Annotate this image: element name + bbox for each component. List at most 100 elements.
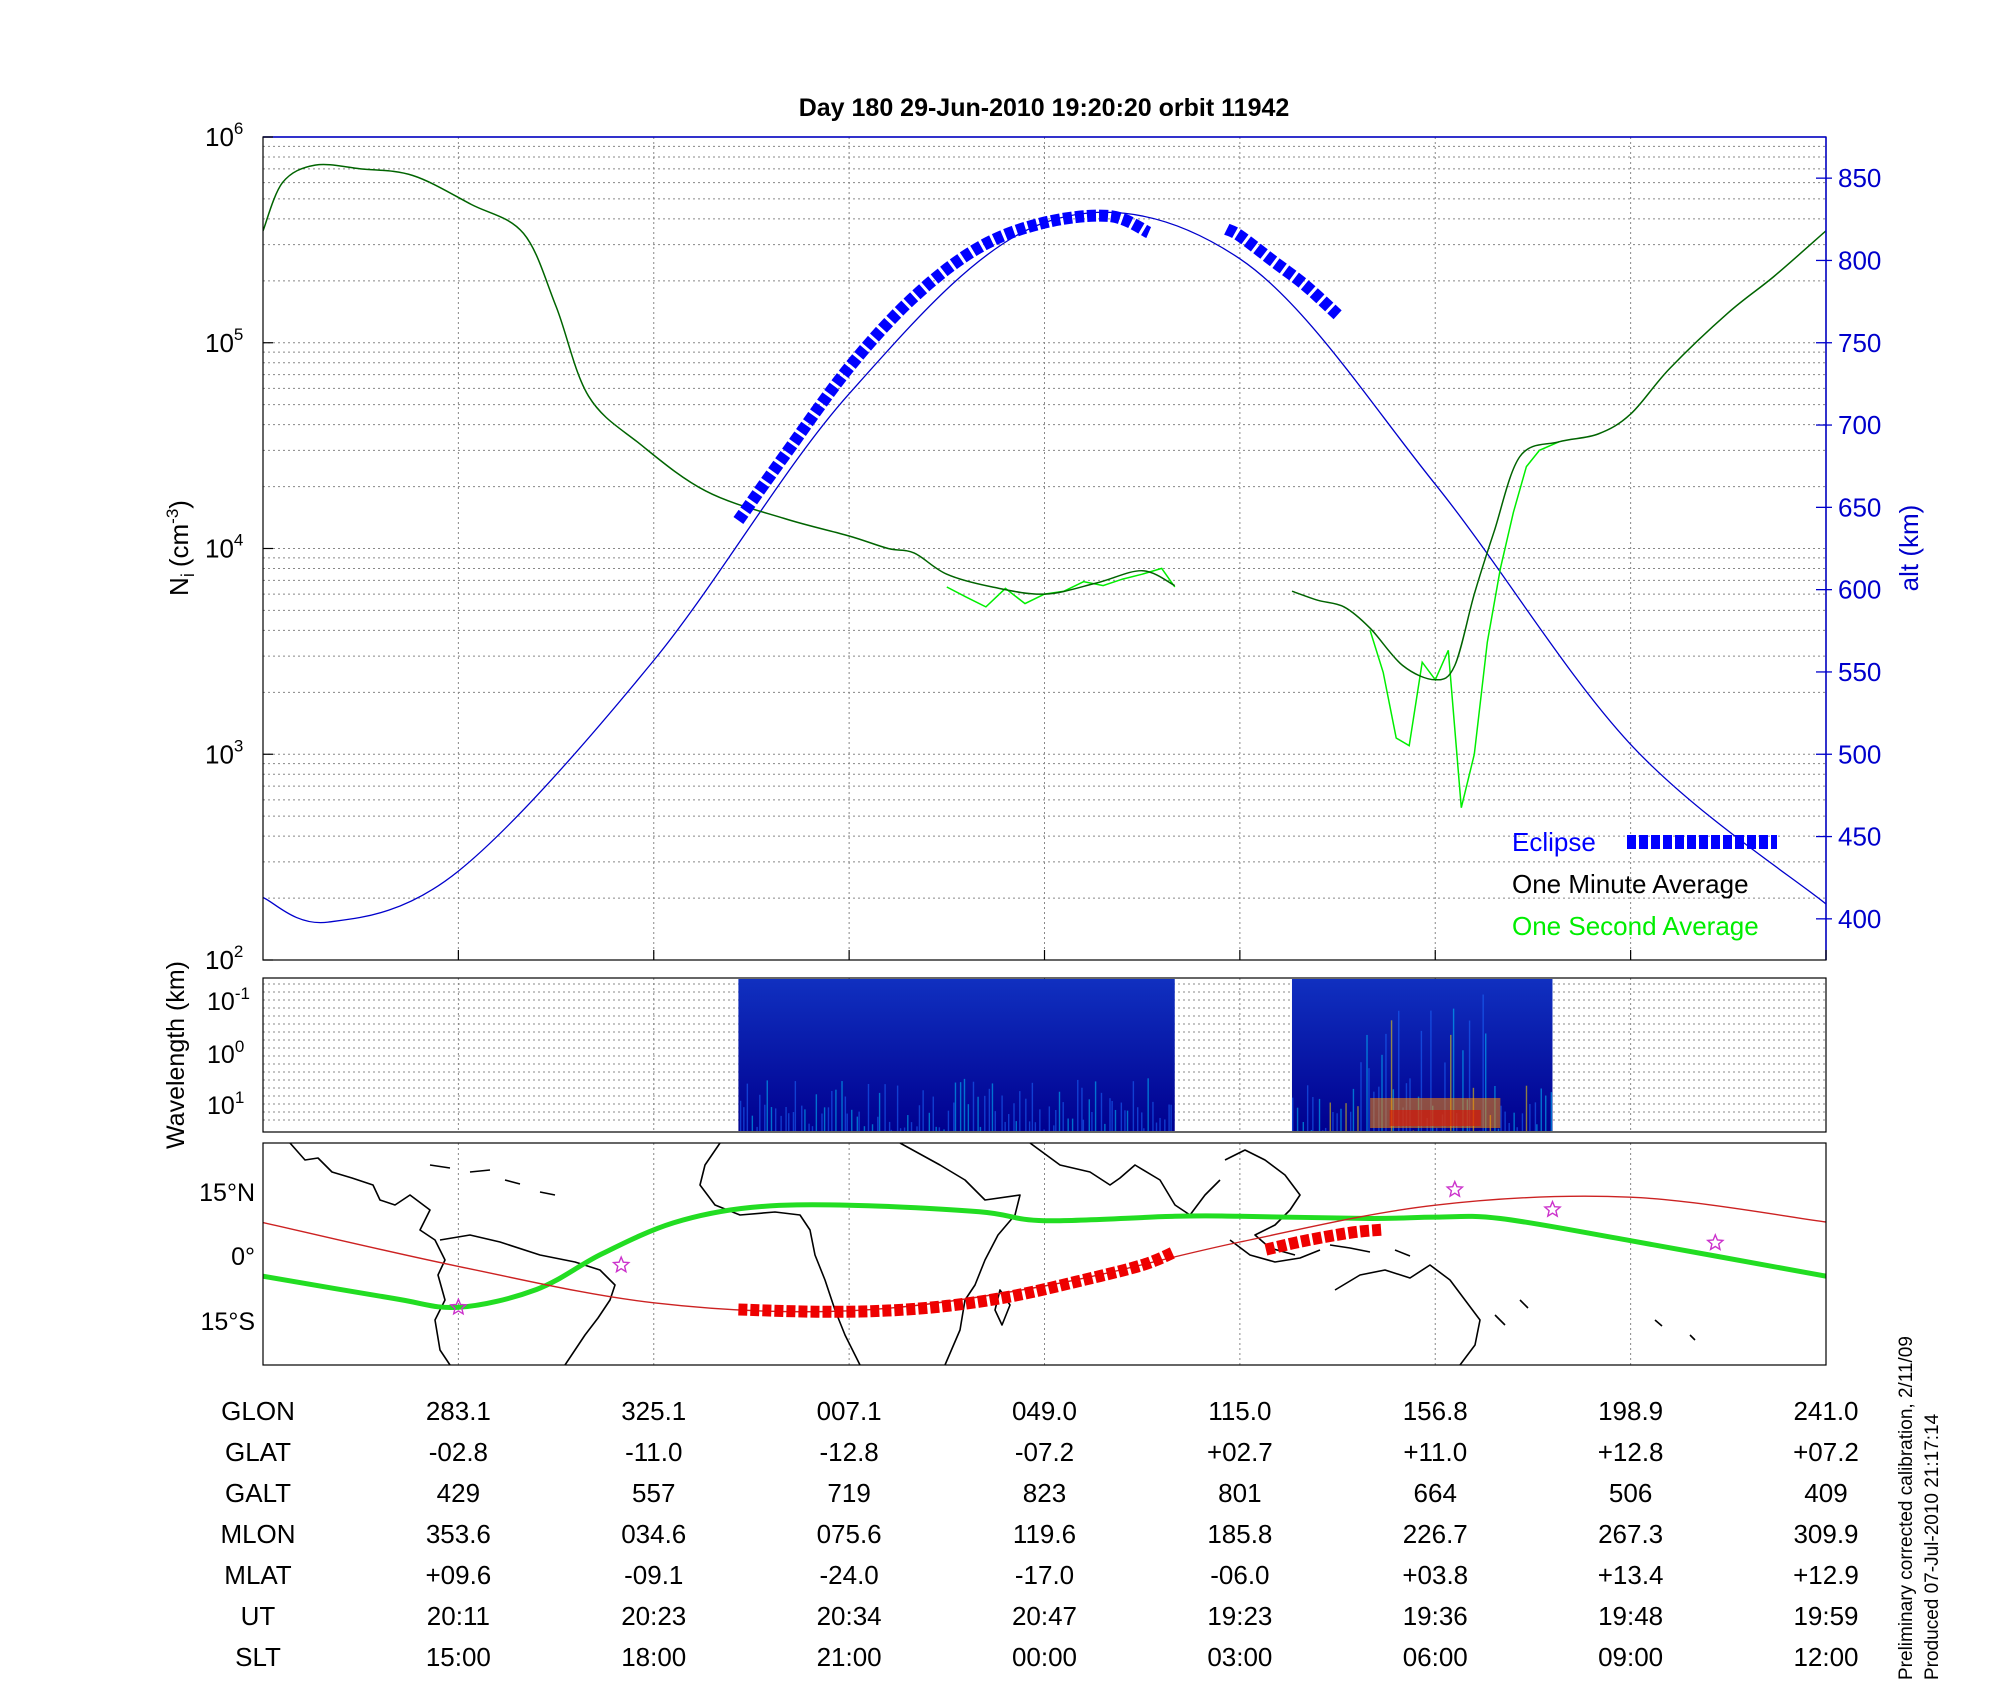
spectrogram-streak	[878, 1092, 881, 1131]
ni-tick-0-exp: 2	[234, 942, 243, 961]
spectrogram-streak	[928, 1112, 931, 1131]
table-cell: 115.0	[1208, 1396, 1271, 1426]
spectrogram-streak	[1147, 1078, 1149, 1131]
ni-tick-1-base: 10	[205, 739, 234, 769]
alt-tick-3: 550	[1838, 657, 1881, 687]
table-cell: -24.0	[819, 1560, 878, 1590]
table-cell: 241.0	[1793, 1396, 1858, 1426]
table-cell: +11.0	[1403, 1437, 1467, 1467]
spectrogram-streak	[1385, 1033, 1387, 1131]
spectrogram-streak	[1007, 1114, 1010, 1131]
spectrogram-streak	[953, 1102, 955, 1131]
spectrogram-streak	[871, 1124, 874, 1131]
ni-tick-0: 102	[205, 942, 243, 975]
lat-tick-15s: 15°S	[201, 1308, 255, 1336]
ni-label-close: )	[164, 500, 194, 509]
wavelength-tick-0-base: 10	[207, 988, 235, 1016]
table-cell: 18:00	[621, 1642, 686, 1672]
spectrogram-streak	[811, 1126, 814, 1131]
alt-tick-4: 600	[1838, 575, 1881, 605]
spectrogram-streak	[877, 1116, 879, 1131]
coast-africa	[699, 1143, 861, 1365]
right-axis-ticks: 400 450 500 550 600 650 700 750 800 850	[1816, 163, 1881, 934]
spectrogram-streak	[1332, 1111, 1334, 1131]
spectrogram-streak	[988, 1088, 991, 1131]
star-marker-2	[1445, 1179, 1465, 1198]
table-cell: 409	[1804, 1478, 1847, 1508]
table-cell: 19:48	[1598, 1601, 1663, 1631]
latitude-ticks: 15°N 0° 15°S	[199, 1179, 255, 1336]
spectrogram-streak	[1485, 1033, 1487, 1131]
series-one-minute-segment-0	[263, 163, 1176, 595]
table-cell: 664	[1414, 1478, 1457, 1508]
series-one-second-segment-1	[1369, 441, 1560, 808]
spectrogram-streak	[815, 1094, 818, 1131]
alt-tick-6: 700	[1838, 410, 1881, 440]
spectrogram-streak	[743, 1107, 745, 1131]
spectrogram-streak	[1529, 1103, 1531, 1131]
spectrogram-streak	[1071, 1118, 1074, 1131]
spectrogram-streak	[1100, 1092, 1103, 1131]
table-cell: 007.1	[817, 1396, 882, 1426]
spectrogram-streak	[801, 1105, 803, 1131]
ni-tick-2: 104	[205, 531, 243, 564]
spectrogram-streak	[780, 1115, 782, 1131]
table-cell: 20:23	[621, 1601, 686, 1631]
spectrogram-streak	[1430, 1010, 1432, 1131]
spectrogram-streak	[1545, 1095, 1547, 1131]
legend: Eclipse One Minute Average One Second Av…	[1512, 827, 1777, 941]
table-cell: 325.1	[621, 1396, 686, 1426]
table-cell: +13.4	[1598, 1560, 1664, 1590]
spectrogram-streak	[788, 1113, 790, 1131]
table-cell: 049.0	[1012, 1396, 1077, 1426]
ni-label-sub: i	[178, 573, 198, 577]
spectrogram-streak	[907, 1115, 909, 1131]
alt-tick-0: 400	[1838, 904, 1881, 934]
spectrogram-streak	[1114, 1109, 1117, 1131]
table-cell: -17.0	[1015, 1560, 1074, 1590]
spectrogram-streak	[1082, 1119, 1085, 1131]
spectrogram-streak	[1500, 1105, 1502, 1131]
ni-label-base: N	[164, 577, 194, 596]
spectrogram-streak	[994, 1111, 996, 1131]
wavelength-ticks: 10-1 100 101	[207, 984, 250, 1120]
spectrogram-streak	[1436, 1127, 1438, 1131]
table-cell: 20:47	[1012, 1601, 1077, 1631]
spectrogram-streak	[770, 1107, 773, 1131]
coast-south-america	[439, 1234, 616, 1365]
map-frame	[262, 1142, 1827, 1366]
spectrogram-streak	[1164, 1119, 1166, 1131]
spectrogram-streak	[1390, 1020, 1393, 1131]
spectrogram-streak	[1141, 1112, 1143, 1131]
eclipse-track-segment-1	[1264, 1223, 1384, 1256]
table-cell: 21:00	[817, 1642, 882, 1672]
spectrogram-streak	[947, 1110, 950, 1131]
spectrogram-streak	[1025, 1098, 1027, 1131]
alt-tick-1: 450	[1838, 822, 1881, 852]
spectrogram-streak	[1352, 1088, 1355, 1131]
spectrogram-streak	[867, 1083, 870, 1131]
spectrogram-streak	[1031, 1082, 1034, 1131]
spectrogram-streak	[1318, 1098, 1321, 1131]
table-cell: -12.8	[819, 1437, 878, 1467]
spectrogram-streak	[972, 1081, 975, 1131]
spectrogram-streak	[932, 1096, 934, 1131]
footnote-line2: Produced 07-Jul-2010 21:17:14	[1922, 1413, 1943, 1680]
wavelength-tick-1: 100	[207, 1037, 244, 1069]
table-cell: 03:00	[1207, 1642, 1272, 1672]
spectrogram-streak	[1345, 1103, 1347, 1131]
spectrogram-streak	[890, 1129, 893, 1131]
spectrogram-streak	[1329, 1102, 1331, 1131]
table-cell: 823	[1023, 1478, 1066, 1508]
spectrogram-streak	[1366, 1034, 1368, 1131]
star-marker-3	[1543, 1199, 1562, 1218]
ni-label-exp: -3	[163, 509, 182, 524]
spectrogram-streak	[774, 1108, 777, 1131]
coast-caribbean	[429, 1164, 556, 1196]
spectrogram-streak	[739, 1100, 742, 1131]
spectrogram-streak	[963, 1078, 966, 1131]
table-cell: 429	[437, 1478, 480, 1508]
spectrogram-streak	[984, 1095, 986, 1131]
star-marker-4	[1705, 1233, 1725, 1251]
